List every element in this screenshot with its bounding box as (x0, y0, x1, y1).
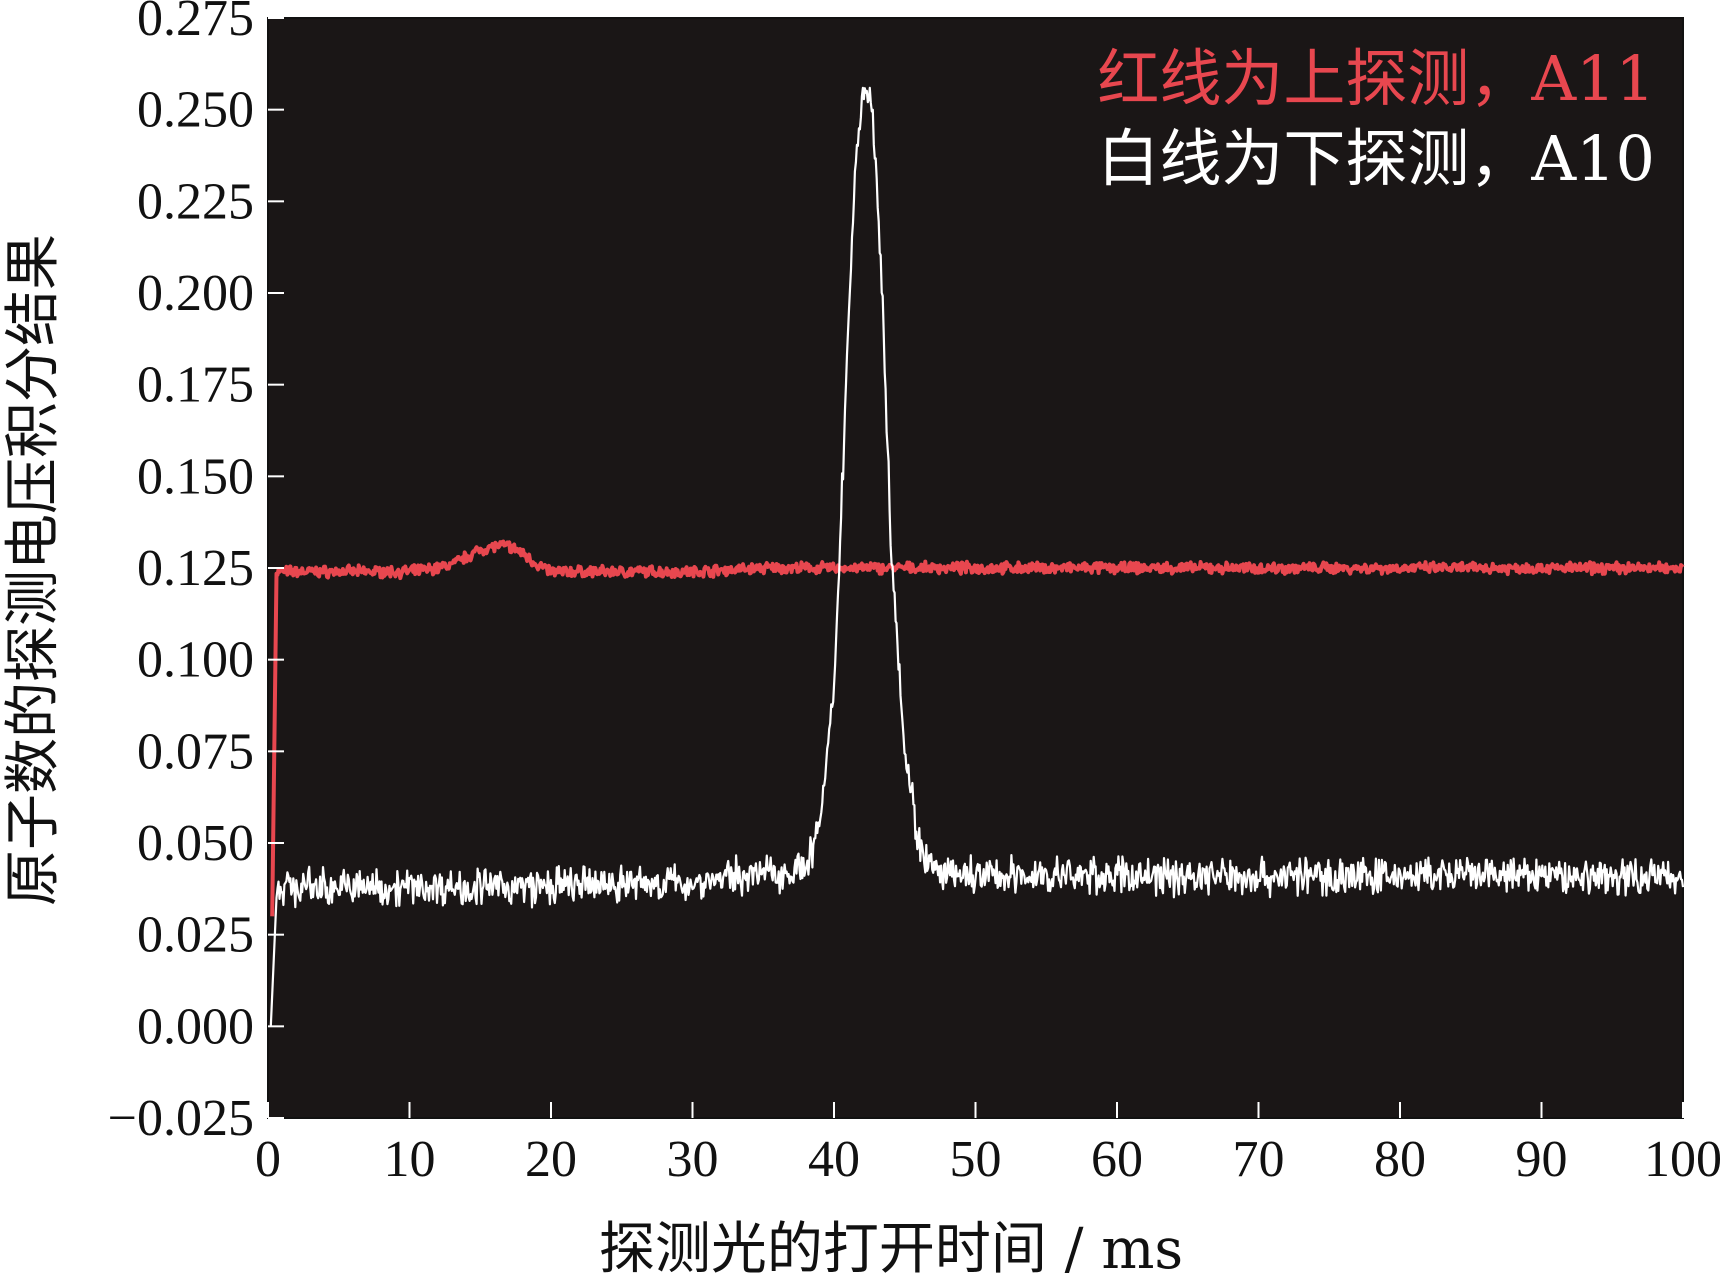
y-tick-label: 0.275 (137, 0, 254, 47)
series-layer (269, 86, 1685, 1027)
y-tick-label: 0.225 (137, 173, 254, 230)
x-tick-label: 10 (384, 1131, 436, 1188)
x-tick-label: 30 (667, 1131, 719, 1188)
y-axis-title: 原子数的探测电压积分结果 (1, 234, 66, 906)
y-tick-label: 0.000 (137, 998, 254, 1055)
x-tick-label: 100 (1644, 1131, 1722, 1188)
legend-upper-probe: 红线为上探测，A11 (1097, 42, 1655, 115)
x-tick-label: 20 (525, 1131, 577, 1188)
y-axis: −0.025 0.000 0.025 0.050 0.075 0.100 0.125 0.15… (108, 0, 284, 1147)
y-tick-label: 0.150 (137, 448, 254, 505)
legend-lower-probe: 白线为下探测，A10 (1097, 122, 1655, 195)
y-tick-label: 0.200 (137, 265, 254, 322)
y-tick-label: 0.125 (137, 540, 254, 597)
y-tick-label: 0.025 (137, 907, 254, 964)
y-tick-label: −0.025 (108, 1090, 254, 1147)
x-axis: 0 10 20 30 40 50 60 70 80 90 100 (255, 1102, 1722, 1188)
x-tick-label: 70 (1233, 1131, 1285, 1188)
x-tick-label: 50 (950, 1131, 1002, 1188)
series-lower-probe-line (269, 86, 1685, 1027)
y-tick-label: 0.075 (137, 723, 254, 780)
x-tick-label: 80 (1374, 1131, 1426, 1188)
x-tick-label: 90 (1516, 1131, 1568, 1188)
series-upper-probe-line (270, 539, 1685, 917)
y-tick-label: 0.100 (137, 632, 254, 689)
x-axis-title: 探测光的打开时间 / ms (599, 1217, 1183, 1278)
y-tick-label: 0.175 (137, 357, 254, 414)
x-tick-label: 60 (1091, 1131, 1143, 1188)
x-tick-label: 0 (255, 1131, 281, 1188)
y-tick-label: 0.050 (137, 815, 254, 872)
x-tick-label: 40 (808, 1131, 860, 1188)
y-tick-label: 0.250 (137, 82, 254, 139)
